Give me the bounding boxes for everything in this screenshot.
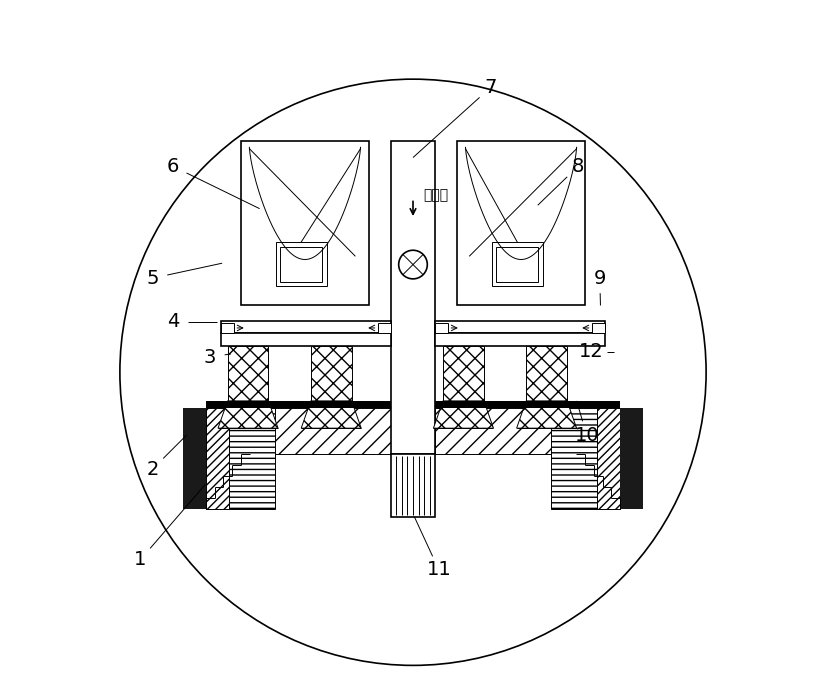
- Bar: [221, 333, 392, 346]
- Polygon shape: [551, 408, 597, 509]
- Polygon shape: [229, 408, 275, 509]
- Bar: [377, 323, 392, 333]
- Text: 9: 9: [594, 268, 606, 288]
- Polygon shape: [597, 408, 620, 509]
- Text: 12: 12: [579, 342, 604, 362]
- Bar: [434, 323, 449, 333]
- Bar: [280, 247, 322, 282]
- Bar: [458, 141, 585, 306]
- Text: 5: 5: [146, 268, 159, 288]
- Text: 7: 7: [485, 78, 497, 97]
- Text: 天然气: 天然气: [423, 188, 449, 202]
- Bar: [434, 321, 605, 333]
- Bar: [443, 346, 484, 401]
- Polygon shape: [301, 401, 361, 428]
- Bar: [221, 321, 392, 333]
- Polygon shape: [206, 408, 229, 509]
- Bar: [434, 401, 620, 408]
- Bar: [221, 323, 235, 333]
- Bar: [620, 408, 643, 509]
- Bar: [496, 247, 538, 282]
- Bar: [392, 454, 434, 517]
- Text: 4: 4: [167, 313, 179, 331]
- Bar: [228, 346, 268, 401]
- Bar: [241, 141, 368, 306]
- Bar: [434, 408, 620, 454]
- Text: 10: 10: [575, 426, 599, 445]
- Polygon shape: [434, 401, 493, 428]
- Text: 8: 8: [572, 157, 584, 176]
- Bar: [206, 408, 392, 454]
- Polygon shape: [218, 401, 278, 428]
- Bar: [491, 242, 543, 286]
- Polygon shape: [516, 401, 577, 428]
- Bar: [276, 242, 327, 286]
- Text: 3: 3: [204, 348, 216, 367]
- Bar: [392, 141, 434, 454]
- Bar: [183, 408, 206, 509]
- Text: 11: 11: [426, 560, 451, 580]
- Bar: [526, 346, 567, 401]
- Bar: [311, 346, 352, 401]
- Bar: [206, 401, 392, 408]
- Text: 2: 2: [146, 460, 159, 479]
- Bar: [434, 333, 605, 346]
- Text: 6: 6: [167, 157, 179, 176]
- Bar: [591, 323, 605, 333]
- Text: 1: 1: [134, 550, 146, 569]
